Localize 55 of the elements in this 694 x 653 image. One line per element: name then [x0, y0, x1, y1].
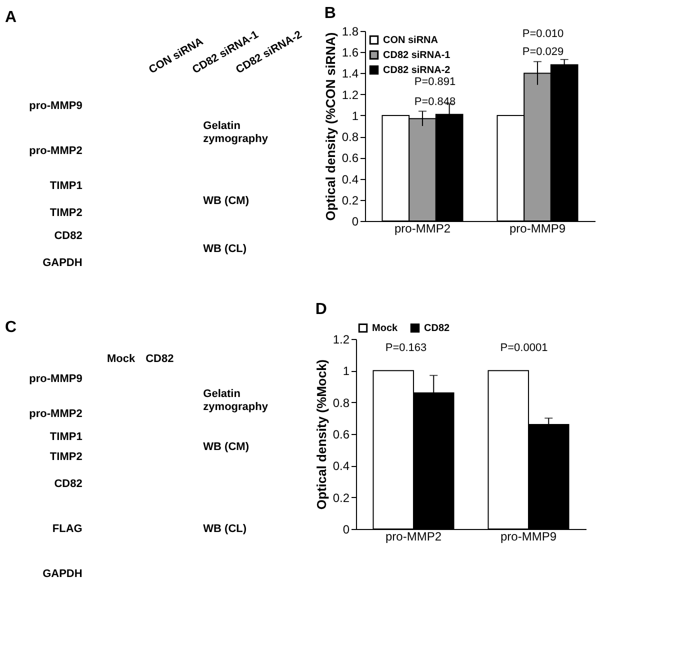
- annotation: P=0.010: [522, 28, 564, 40]
- y-axis-title: Optical density (%CON siRNA): [322, 32, 338, 221]
- y-tick-label: 1: [342, 364, 350, 378]
- y-tick-label: 1.2: [332, 332, 350, 346]
- y-tick-label: 1.2: [342, 88, 359, 102]
- text: pro-MMP2: [29, 408, 82, 420]
- legend-label: CON siRNA: [383, 35, 438, 46]
- text: TIMP1: [50, 180, 82, 192]
- text: FLAG: [52, 523, 82, 535]
- text: C: [5, 319, 17, 336]
- chart-title: B: [324, 5, 336, 22]
- annotation: P=0.163: [385, 342, 427, 354]
- annotation: P=0.0001: [500, 342, 548, 354]
- annotation: P=0.891: [414, 76, 456, 88]
- text: TIMP1: [50, 431, 82, 443]
- y-tick-label: 0.2: [342, 193, 359, 208]
- text: pro-MMP2: [29, 145, 82, 157]
- text: CD82: [146, 353, 174, 365]
- legend-label: Mock: [372, 323, 398, 334]
- text: CD82: [54, 230, 82, 242]
- y-tick-label: 0.8: [332, 396, 350, 410]
- text: pro-MMP9: [29, 100, 82, 112]
- annotation: P=0.029: [522, 46, 564, 58]
- text: WB (CL): [203, 243, 247, 255]
- text: GAPDH: [42, 568, 82, 580]
- y-tick-label: 0.6: [342, 151, 359, 166]
- text: Mock: [106, 353, 136, 365]
- y-tick-label: 0.4: [342, 172, 359, 186]
- y-tick-label: 0.6: [332, 428, 350, 442]
- text: A: [5, 8, 17, 26]
- text: GAPDH: [42, 257, 82, 269]
- text: TIMP2: [50, 207, 82, 219]
- y-tick-label: 1.6: [342, 46, 359, 60]
- y-tick-label: 0.2: [332, 490, 350, 505]
- text: WB (CM): [203, 195, 250, 207]
- legend-label: CD82 siRNA-1: [383, 50, 451, 61]
- text: WB (CL): [203, 523, 247, 535]
- y-tick-label: 1.8: [342, 24, 359, 38]
- text: Gelatin zymography: [203, 388, 269, 413]
- text: Gelatin zymography: [203, 120, 269, 145]
- annotation: P=0.848: [414, 96, 456, 108]
- y-tick-label: 0.8: [342, 130, 359, 144]
- y-tick-label: 1.4: [342, 66, 359, 81]
- legend-label: CD82: [424, 323, 450, 334]
- y-tick-label: 0: [352, 214, 359, 228]
- text: pro-MMP9: [29, 373, 82, 385]
- chart-title: D: [315, 301, 327, 318]
- text: WB (CM): [203, 441, 250, 453]
- y-axis-title: Optical density (%Mock): [314, 359, 329, 510]
- y-tick-label: 0: [342, 522, 350, 536]
- legend-label: CD82 siRNA-2: [383, 65, 451, 76]
- y-tick-label: 1: [352, 108, 359, 123]
- text: CD82: [54, 478, 82, 490]
- y-tick-label: 0.4: [332, 459, 350, 474]
- text: TIMP2: [50, 451, 82, 463]
